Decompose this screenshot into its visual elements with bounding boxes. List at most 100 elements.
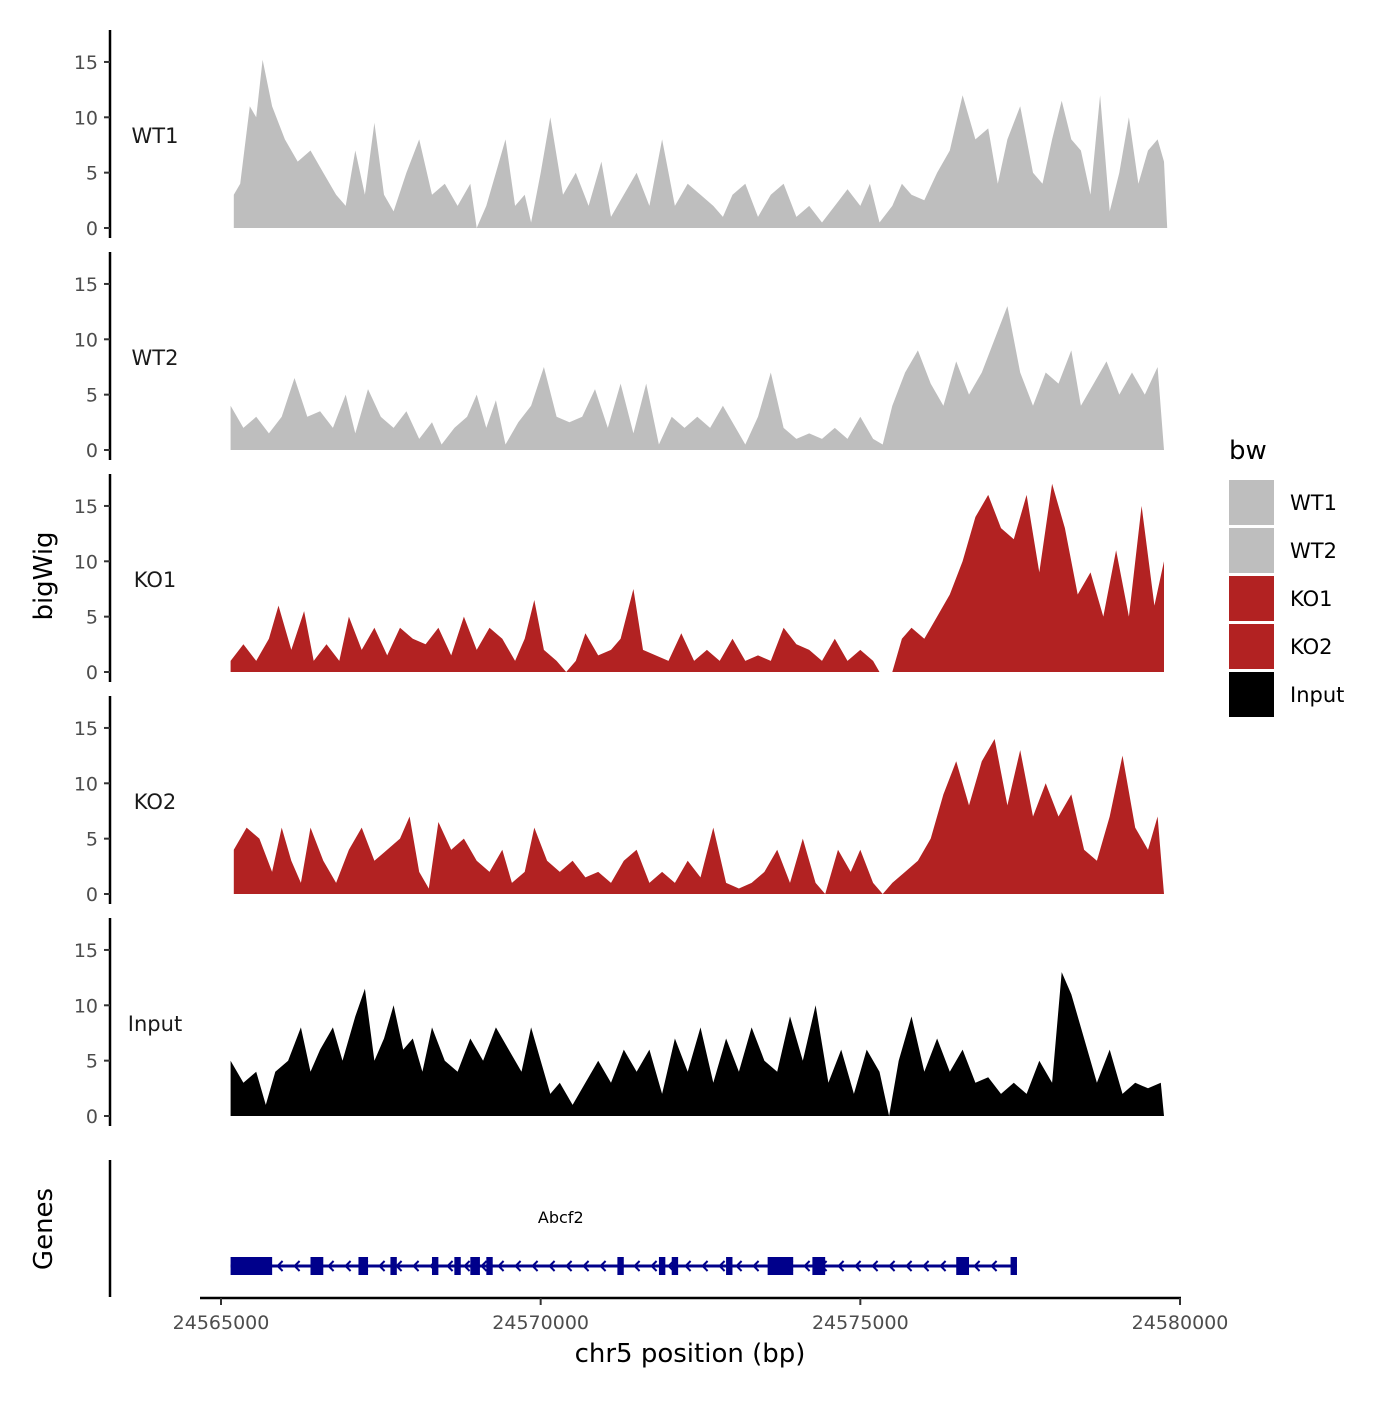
strand-arrow [531, 1260, 539, 1272]
coverage-area-ko1 [230, 483, 1165, 672]
y-tick-label: 5 [86, 607, 98, 629]
legend-swatch-wt1 [1229, 480, 1274, 525]
gene-name-label: Abcf2 [538, 1208, 584, 1227]
y-tick-label: 10 [74, 329, 98, 351]
strand-arrow [871, 1260, 879, 1272]
track-panel-ko1: 0 5 10 15 KO1 [74, 474, 1165, 684]
strand-arrow [888, 1260, 896, 1272]
strand-arrow [565, 1260, 573, 1272]
strand-arrow [293, 1260, 301, 1272]
exon [486, 1257, 493, 1275]
strand-arrow [752, 1260, 760, 1272]
exon [454, 1257, 461, 1275]
legend-swatch-ko2 [1229, 624, 1274, 669]
track-panel-ko2: 0 5 10 15 KO2 [74, 696, 1165, 906]
strand-arrow [922, 1260, 930, 1272]
x-axis-title: chr5 position (bp) [575, 1339, 806, 1369]
genes-panel: Abcf2 [108, 1160, 1017, 1297]
y-tick-label: 10 [74, 995, 98, 1017]
track-panel-wt1: 0 5 10 15 WT1 [74, 30, 1168, 240]
exon [658, 1257, 666, 1275]
y-axis-title: bigWig [29, 531, 59, 620]
y-tick-label: 15 [74, 940, 98, 962]
strand-arrow [548, 1260, 556, 1272]
track-label: WT2 [132, 346, 179, 370]
strand-arrow [276, 1260, 284, 1272]
track-label: KO1 [134, 568, 177, 592]
y-tick-label: 15 [74, 718, 98, 740]
strand-arrow [939, 1260, 947, 1272]
exon [956, 1257, 970, 1275]
strand-arrow [973, 1260, 981, 1272]
strand-arrow [480, 1260, 488, 1272]
strand-arrow [327, 1260, 335, 1272]
strand-arrow [735, 1260, 743, 1272]
strand-arrow [837, 1260, 845, 1272]
legend-label-ko2: KO2 [1290, 635, 1333, 659]
y-tick-label: 5 [86, 163, 98, 185]
y-tick-label: 15 [74, 274, 98, 296]
exon [358, 1257, 369, 1275]
strand-arrow [854, 1260, 862, 1272]
x-tick-label: 24575000 [812, 1312, 909, 1334]
track-label: Input [128, 1012, 182, 1036]
track-panel-input: 0 5 10 15 Input [74, 918, 1165, 1128]
y-tick-label: 10 [74, 773, 98, 795]
y-tick-label: 0 [86, 1106, 98, 1128]
legend-label-wt1: WT1 [1290, 491, 1337, 515]
y-tick-label: 0 [86, 218, 98, 240]
legend-swatch-wt2 [1229, 528, 1274, 573]
strand-arrow [344, 1260, 352, 1272]
strand-arrow [378, 1260, 386, 1272]
exon [617, 1257, 624, 1275]
genes-axis-title: Genes [29, 1188, 59, 1270]
strand-arrow [514, 1260, 522, 1272]
y-tick-label: 0 [86, 440, 98, 462]
exon [470, 1257, 480, 1275]
legend-title: bw [1229, 436, 1267, 466]
y-tick-label: 5 [86, 1051, 98, 1073]
x-axis: 24565000 24570000 24575000 24580000 [173, 1296, 1229, 1334]
coverage-area-input [230, 972, 1165, 1116]
strand-arrow [463, 1260, 471, 1272]
y-tick-label: 10 [74, 551, 98, 573]
legend-label-ko1: KO1 [1290, 587, 1333, 611]
gene-model: Abcf2 [230, 1208, 1017, 1275]
strand-arrow [633, 1260, 641, 1272]
y-tick-label: 5 [86, 385, 98, 407]
coverage-area-ko2 [233, 739, 1165, 894]
y-tick-label: 0 [86, 662, 98, 684]
strand-arrow [803, 1260, 811, 1272]
strand-arrow [497, 1260, 505, 1272]
coverage-area-wt2 [230, 306, 1165, 450]
legend-swatch-input [1229, 672, 1274, 717]
y-tick-label: 15 [74, 52, 98, 74]
strand-arrow [701, 1260, 709, 1272]
y-tick-label: 5 [86, 829, 98, 851]
strand-arrow [990, 1260, 998, 1272]
y-tick-label: 0 [86, 884, 98, 906]
strand-arrow [446, 1260, 454, 1272]
strand-arrow [650, 1260, 658, 1272]
exon [390, 1257, 397, 1275]
track-panels: 0 5 10 15 WT1 0 5 10 15 WT2 0 5 10 15 KO1 0 5 10 15 KO2 0 5 10… [74, 30, 1168, 1128]
x-tick-label: 24565000 [173, 1312, 270, 1334]
exon [1010, 1257, 1017, 1275]
exon [726, 1257, 733, 1275]
strand-arrow [905, 1260, 913, 1272]
track-label: WT1 [132, 124, 179, 148]
legend-label-wt2: WT2 [1290, 539, 1337, 563]
exon [431, 1257, 439, 1275]
coverage-area-wt1 [233, 59, 1168, 229]
x-tick-label: 24580000 [1132, 1312, 1229, 1334]
strand-arrow [599, 1260, 607, 1272]
y-tick-label: 15 [74, 496, 98, 518]
track-label: KO2 [134, 790, 177, 814]
strand-arrow [684, 1260, 692, 1272]
exon [310, 1257, 324, 1275]
legend-label-input: Input [1290, 683, 1344, 707]
exon [230, 1257, 273, 1275]
strand-arrow [718, 1260, 726, 1272]
